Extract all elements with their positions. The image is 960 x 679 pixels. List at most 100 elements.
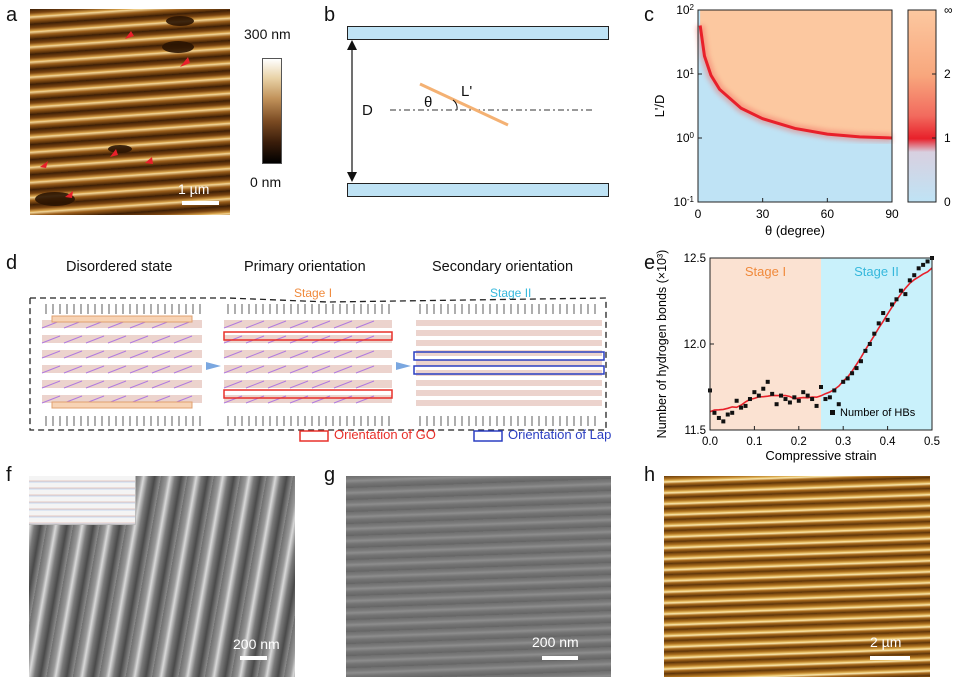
x-tick-label-e: 0.1 xyxy=(746,436,762,448)
laponite-layer xyxy=(416,370,602,376)
lap-orientation-box xyxy=(413,365,605,375)
y-tick-label-e: 12.5 xyxy=(684,253,706,265)
data-point xyxy=(752,390,757,395)
data-point xyxy=(819,385,823,389)
go-sheet xyxy=(63,380,83,389)
scale-bar-g xyxy=(542,656,578,660)
data-point xyxy=(863,348,868,353)
go-sheet xyxy=(311,365,331,374)
stage-region xyxy=(821,258,932,430)
go-sheet xyxy=(355,365,375,374)
go-sheet xyxy=(151,335,171,344)
go-sheet xyxy=(107,335,127,344)
laponite-layer xyxy=(42,350,202,358)
go-sheet xyxy=(129,380,149,389)
y-tick-label-e: 11.5 xyxy=(684,425,706,437)
go-sheet xyxy=(333,320,353,329)
go-sheet xyxy=(107,380,127,389)
panel-a-label: a xyxy=(6,4,18,26)
colorbar-tick-label-c: ∞ xyxy=(944,3,953,17)
go-orientation-box xyxy=(223,331,393,341)
laponite-layer xyxy=(42,335,202,343)
fit-curve xyxy=(709,267,933,413)
legend-lap: Orientation of Lap xyxy=(508,427,612,442)
panel-c-label: c xyxy=(644,4,654,26)
go-sheet xyxy=(333,365,353,374)
go-sheet-tilted xyxy=(51,401,193,409)
data-point xyxy=(832,388,837,393)
data-point xyxy=(756,393,761,398)
go-sheet xyxy=(129,365,149,374)
go-sheet xyxy=(267,365,287,374)
laponite-layer xyxy=(224,365,392,373)
data-point xyxy=(712,410,717,415)
x-tick-label-c: 90 xyxy=(885,207,899,221)
data-point xyxy=(907,278,912,283)
laponite-layer xyxy=(224,350,392,358)
go-sheet xyxy=(289,380,309,389)
laponite-layer xyxy=(224,380,392,388)
data-point xyxy=(854,366,859,371)
y-axis-label-e: Number of hydrogen bonds (×10³) xyxy=(655,250,669,439)
data-point xyxy=(827,395,832,400)
laponite-layer xyxy=(42,320,202,328)
colorbar-a xyxy=(262,58,282,164)
go-sheet xyxy=(173,350,193,359)
go-sheet xyxy=(173,335,193,344)
go-sheet xyxy=(85,350,105,359)
x-tick-label-e: 0.0 xyxy=(702,436,718,448)
data-point xyxy=(876,321,881,326)
chart-c: 0 30 60 90 10-1 100 101 102 θ (degree) L'/D 0 1 2 ∞ xyxy=(652,3,953,239)
data-point xyxy=(805,393,810,398)
x-axis-label-c: θ (degree) xyxy=(765,223,825,238)
scale-bar-a xyxy=(182,201,219,205)
data-point xyxy=(783,397,788,402)
data-point xyxy=(779,393,784,398)
laponite-layer xyxy=(416,380,602,386)
panel-d-label: d xyxy=(6,252,18,274)
go-sheet xyxy=(311,380,331,389)
inset-schematic-f xyxy=(29,476,136,525)
go-sheet xyxy=(223,380,243,389)
stage-label: Stage I xyxy=(745,264,786,279)
data-point xyxy=(743,403,748,408)
stage-region xyxy=(710,258,821,430)
go-sheet xyxy=(267,350,287,359)
data-point xyxy=(810,397,815,402)
x-tick-label-c: 60 xyxy=(821,207,835,221)
go-sheet xyxy=(245,395,265,404)
colorbar-a-max: 300 nm xyxy=(244,26,291,42)
go-sheet xyxy=(355,395,375,404)
data-point xyxy=(796,398,801,403)
data-point xyxy=(912,273,917,278)
data-point xyxy=(921,262,926,267)
x-tick-label-e: 0.5 xyxy=(924,436,940,448)
go-sheet xyxy=(41,350,61,359)
laponite-layer xyxy=(416,350,602,356)
go-sheet xyxy=(63,335,83,344)
x-axis-label-e: Compressive strain xyxy=(765,448,876,463)
go-sheet xyxy=(333,350,353,359)
go-sheet xyxy=(355,320,375,329)
data-point xyxy=(890,302,895,307)
stage-label: Stage II xyxy=(854,264,899,279)
go-sheet xyxy=(41,395,61,404)
data-point xyxy=(747,397,752,402)
laponite-layer xyxy=(224,395,392,403)
scale-bar-f xyxy=(240,656,267,660)
scale-text-h: 2 µm xyxy=(870,634,902,650)
scale-text-g: 200 nm xyxy=(532,634,579,650)
data-point xyxy=(885,317,890,322)
label-Lprime: L' xyxy=(461,83,473,100)
data-point xyxy=(836,402,841,407)
go-sheet xyxy=(63,350,83,359)
y-tick-label-c: 101 xyxy=(676,67,694,82)
top-plate xyxy=(347,26,609,40)
data-point xyxy=(716,415,721,420)
x-tick-label-c: 30 xyxy=(756,207,770,221)
go-sheet xyxy=(289,350,309,359)
go-sheet xyxy=(355,380,375,389)
laponite-layer xyxy=(42,380,202,388)
data-point xyxy=(850,371,855,376)
data-point xyxy=(721,419,726,424)
